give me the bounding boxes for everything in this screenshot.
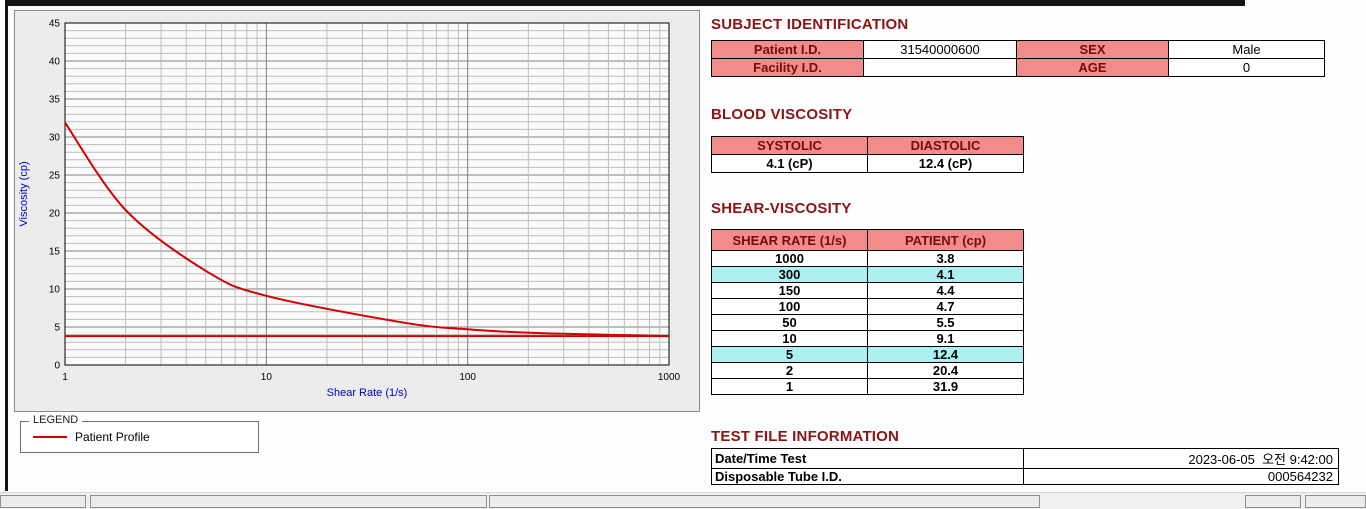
sex-label: SEX	[1016, 40, 1169, 59]
x-tick-label: 100	[459, 372, 476, 383]
systolic-header: SYSTOLIC	[711, 136, 868, 155]
shear-viscosity-row: 1 31.9	[711, 378, 1024, 395]
patient-cp-cell: 4.7	[867, 298, 1024, 315]
shear-rate-cell: 10	[711, 330, 868, 347]
tube-id-value: 000564232	[1023, 468, 1339, 485]
bottom-ui-fragment[interactable]	[0, 495, 86, 508]
x-tick-label: 1	[62, 372, 68, 383]
patient-cp-cell: 4.4	[867, 282, 1024, 299]
bottom-ui-fragment[interactable]	[90, 495, 487, 508]
patient-cp-cell: 4.1	[867, 266, 1024, 283]
shear-viscosity-row: 2 20.4	[711, 362, 1024, 379]
subject-identification-table: Patient I.D. 31540000600 SEX Male Facili…	[711, 40, 1325, 77]
shear-rate-cell: 100	[711, 298, 868, 315]
test-file-information-table: Date/Time Test 2023-06-05 오전 9:42:00 Dis…	[711, 448, 1339, 485]
bottom-ui-fragment[interactable]	[1245, 495, 1301, 508]
age-label: AGE	[1016, 58, 1169, 77]
y-tick-label: 20	[49, 209, 61, 220]
shear-rate-cell: 1000	[711, 250, 868, 267]
table-row: Disposable Tube I.D. 000564232	[711, 468, 1339, 485]
subject-identification-title: SUBJECT IDENTIFICATION	[711, 16, 909, 33]
patient-cp-cell: 20.4	[867, 362, 1024, 379]
shear-rate-cell: 150	[711, 282, 868, 299]
y-tick-label: 10	[49, 285, 61, 296]
shear-viscosity-row: 50 5.5	[711, 314, 1024, 331]
patient-cp-cell: 3.8	[867, 250, 1024, 267]
plot-area	[65, 23, 669, 365]
window-left-edge	[5, 0, 8, 491]
legend-title: LEGEND	[29, 414, 83, 426]
table-row: 4.1 (cP) 12.4 (cP)	[711, 154, 1024, 173]
blood-viscosity-table: SYSTOLIC DIASTOLIC 4.1 (cP) 12.4 (cP)	[711, 136, 1024, 173]
viscosity-chart-panel: 0 5 10 15 20 25 30 35 40 45 1 10 100 1000 Shear Rate (…	[14, 10, 700, 412]
plot-border	[64, 22, 670, 366]
shear-viscosity-row: 5 12.4	[711, 346, 1024, 363]
patient-cp-cell: 5.5	[867, 314, 1024, 331]
shear-viscosity-row: 150 4.4	[711, 282, 1024, 299]
shear-rate-cell: 5	[711, 346, 868, 363]
patient-id-label: Patient I.D.	[711, 40, 864, 59]
shear-viscosity-row: 1000 3.8	[711, 250, 1024, 267]
patient-id-value: 31540000600	[863, 40, 1017, 59]
bottom-ui-fragment[interactable]	[1305, 495, 1366, 508]
y-tick-label: 45	[49, 19, 61, 30]
shear-viscosity-title: SHEAR-VISCOSITY	[711, 200, 852, 217]
legend-entry-label: Patient Profile	[75, 430, 150, 444]
shear-rate-cell: 50	[711, 314, 868, 331]
patient-cp-cell: 31.9	[867, 378, 1024, 395]
table-row: SYSTOLIC DIASTOLIC	[711, 136, 1024, 155]
diastolic-header: DIASTOLIC	[867, 136, 1024, 155]
shear-rate-header: SHEAR RATE (1/s)	[711, 229, 868, 251]
y-tick-label: 40	[49, 57, 61, 68]
patient-cp-header: PATIENT (cp)	[867, 229, 1024, 251]
blood-viscosity-title: BLOOD VISCOSITY	[711, 106, 853, 123]
y-tick-label: 0	[54, 361, 60, 372]
date-time-value: 2023-06-05 오전 9:42:00	[1023, 448, 1339, 469]
test-file-information-title: TEST FILE INFORMATION	[711, 428, 900, 445]
table-header-row: SHEAR RATE (1/s) PATIENT (cp)	[711, 229, 1024, 251]
viscosity-chart: 0 5 10 15 20 25 30 35 40 45 1 10 100 1000 Shear Rate (…	[18, 19, 681, 400]
shear-rate-cell: 1	[711, 378, 868, 395]
table-row: Facility I.D. AGE 0	[711, 58, 1325, 77]
tube-id-label: Disposable Tube I.D.	[711, 468, 1024, 485]
x-tick-label: 10	[261, 372, 273, 383]
facility-id-value	[863, 58, 1017, 77]
shear-rate-cell: 300	[711, 266, 868, 283]
y-tick-label: 15	[49, 247, 61, 258]
y-tick-label: 5	[54, 323, 60, 334]
shear-viscosity-row: 300 4.1	[711, 266, 1024, 283]
table-row: Date/Time Test 2023-06-05 오전 9:42:00	[711, 448, 1339, 469]
patient-cp-cell: 12.4	[867, 346, 1024, 363]
diastolic-value: 12.4 (cP)	[867, 154, 1024, 173]
y-axis-label: Viscosity (cp)	[18, 161, 30, 226]
legend-line-sample	[33, 436, 67, 438]
y-tick-label: 25	[49, 171, 61, 182]
shear-viscosity-row: 100 4.7	[711, 298, 1024, 315]
age-value: 0	[1168, 58, 1325, 77]
table-row: Patient I.D. 31540000600 SEX Male	[711, 40, 1325, 59]
x-axis-label: Shear Rate (1/s)	[327, 387, 408, 399]
series-patient-profile	[64, 122, 670, 338]
systolic-value: 4.1 (cP)	[711, 154, 868, 173]
y-tick-label: 35	[49, 95, 61, 106]
bottom-ui-fragment[interactable]	[489, 495, 1040, 508]
sex-value: Male	[1168, 40, 1325, 59]
date-time-label: Date/Time Test	[711, 448, 1024, 469]
shear-viscosity-row: 10 9.1	[711, 330, 1024, 347]
legend-entry: Patient Profile	[21, 422, 258, 452]
y-tick-label: 30	[49, 133, 61, 144]
patient-cp-cell: 9.1	[867, 330, 1024, 347]
x-tick-label: 1000	[658, 372, 681, 383]
facility-id-label: Facility I.D.	[711, 58, 864, 77]
window-top-edge	[8, 0, 1245, 6]
legend: LEGEND Patient Profile	[20, 414, 259, 453]
shear-rate-cell: 2	[711, 362, 868, 379]
shear-viscosity-table: SHEAR RATE (1/s) PATIENT (cp) 1000 3.8 300…	[711, 229, 1024, 395]
